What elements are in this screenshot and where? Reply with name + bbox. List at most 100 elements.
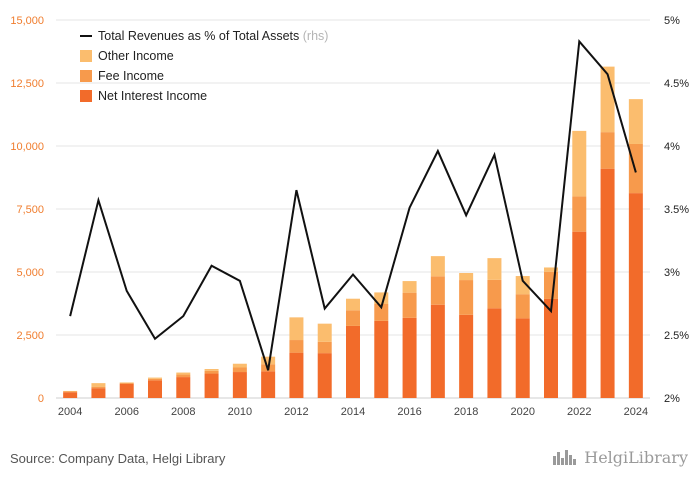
left-axis-tick-label: 12,500 <box>10 78 44 90</box>
bar-segment <box>600 168 615 398</box>
bar-segment <box>628 193 643 398</box>
bar-segment <box>628 143 643 194</box>
bar-segment <box>374 304 389 321</box>
x-axis-tick-label: 2012 <box>284 406 308 418</box>
bar-segment <box>119 382 134 383</box>
bar-segment <box>232 372 247 398</box>
bar-segment <box>628 99 643 144</box>
line-series-path <box>69 39 637 371</box>
bar-segment <box>317 323 332 342</box>
left-axis-tick-label: 10,000 <box>10 141 44 153</box>
bar-segment <box>91 388 106 398</box>
bar-segment <box>317 341 332 354</box>
revenue-chart: 0 2,500 5,000 7,500 10,000 12,500 15,000 2% 2.5… <box>10 15 689 418</box>
bar-segment <box>515 276 530 295</box>
bar-segment <box>572 231 587 398</box>
bar-segment <box>176 377 191 398</box>
x-axis-tick-label: 2008 <box>171 406 195 418</box>
bar-segment <box>430 304 445 398</box>
right-axis-tick-label: 5% <box>664 15 680 27</box>
bar-segment <box>63 392 78 398</box>
bar-series <box>63 66 643 398</box>
bar-segment <box>148 380 162 398</box>
bar-segment <box>430 276 445 305</box>
bar-segment <box>232 367 247 373</box>
right-axis: 2% 2.5% 3% 3.5% 4% 4.5% 5% <box>664 15 689 405</box>
bar-segment <box>63 391 78 393</box>
bar-segment <box>148 377 162 379</box>
bar-segment <box>572 196 587 232</box>
legend-label: Net Interest Income <box>98 89 207 103</box>
x-axis-tick-label: 2010 <box>228 406 252 418</box>
bar-segment <box>289 340 304 353</box>
bar-segment <box>544 267 558 272</box>
bar-segment <box>261 356 276 365</box>
right-axis-tick-label: 3% <box>664 267 680 279</box>
legend-swatch <box>80 70 92 82</box>
bar-segment <box>430 256 445 277</box>
line-series <box>69 39 637 371</box>
logo-text: HelgiLibrary <box>584 447 688 467</box>
legend-rhs-suffix: (rhs) <box>303 29 329 43</box>
helgi-library-logo: HelgiLibrary <box>552 447 688 467</box>
bar-segment <box>600 132 615 169</box>
bar-segment <box>402 292 417 318</box>
bar-segment <box>346 325 360 398</box>
legend-label: Other Income <box>98 49 174 63</box>
bar-segment <box>119 382 134 384</box>
right-axis-tick-label: 3.5% <box>664 204 689 216</box>
chart-area: 0 2,500 5,000 7,500 10,000 12,500 15,000 2% 2.5… <box>10 15 689 418</box>
x-axis-tick-label: 2006 <box>114 406 138 418</box>
bar-segment <box>346 310 360 326</box>
bar-segment <box>204 369 219 371</box>
bar-segment <box>204 373 219 398</box>
bar-segment <box>289 317 304 341</box>
bar-segment <box>176 374 191 378</box>
skyline-icon <box>553 450 577 465</box>
bar-segment <box>63 390 78 392</box>
left-axis-tick-label: 0 <box>38 393 44 405</box>
bar-segment <box>346 298 360 311</box>
bar-segment <box>459 273 474 281</box>
right-axis-tick-label: 4% <box>664 141 680 153</box>
left-axis-tick-label: 15,000 <box>10 15 44 27</box>
legend: Total Revenues as % of Total Assets (rhs… <box>80 29 328 103</box>
x-axis-tick-label: 2004 <box>58 406 82 418</box>
bar-segment <box>176 372 191 375</box>
bar-segment <box>544 298 558 398</box>
bar-segment <box>459 314 474 398</box>
left-axis-tick-label: 5,000 <box>16 267 44 279</box>
bar-segment <box>487 279 502 309</box>
bar-segment <box>148 378 162 381</box>
x-axis-tick-label: 2018 <box>454 406 478 418</box>
bar-segment <box>91 383 106 387</box>
x-axis-tick-label: 2024 <box>624 406 648 418</box>
x-axis-tick-label: 2020 <box>510 406 534 418</box>
bar-segment <box>261 371 276 398</box>
bar-segment <box>289 352 304 398</box>
right-axis-tick-label: 2% <box>664 393 680 405</box>
right-axis-tick-label: 4.5% <box>664 78 689 90</box>
bar-segment <box>515 318 530 398</box>
legend-swatch <box>80 50 92 62</box>
x-axis: 2004 2006 2008 2010 2012 2014 2016 2018 2020 2022… <box>58 406 648 418</box>
footer: Source: Company Data, Helgi Library Helg… <box>0 443 700 483</box>
bar-segment <box>119 383 134 398</box>
gridlines <box>56 19 650 399</box>
legend-label: Fee Income <box>98 69 164 83</box>
x-axis-tick-label: 2022 <box>567 406 591 418</box>
legend-swatch <box>80 90 92 102</box>
left-axis-tick-label: 7,500 <box>16 204 44 216</box>
bar-segment <box>487 308 502 398</box>
bar-segment <box>317 353 332 398</box>
x-axis-tick-label: 2014 <box>341 406 365 418</box>
bar-segment <box>459 280 474 315</box>
bar-segment <box>91 386 106 389</box>
right-axis-tick-label: 2.5% <box>664 330 689 342</box>
bar-segment <box>374 320 389 398</box>
source-note: Source: Company Data, Helgi Library <box>10 451 226 466</box>
bar-segment <box>204 370 219 374</box>
x-axis-tick-label: 2016 <box>397 406 421 418</box>
bar-segment <box>402 281 417 293</box>
bar-segment <box>572 130 587 197</box>
